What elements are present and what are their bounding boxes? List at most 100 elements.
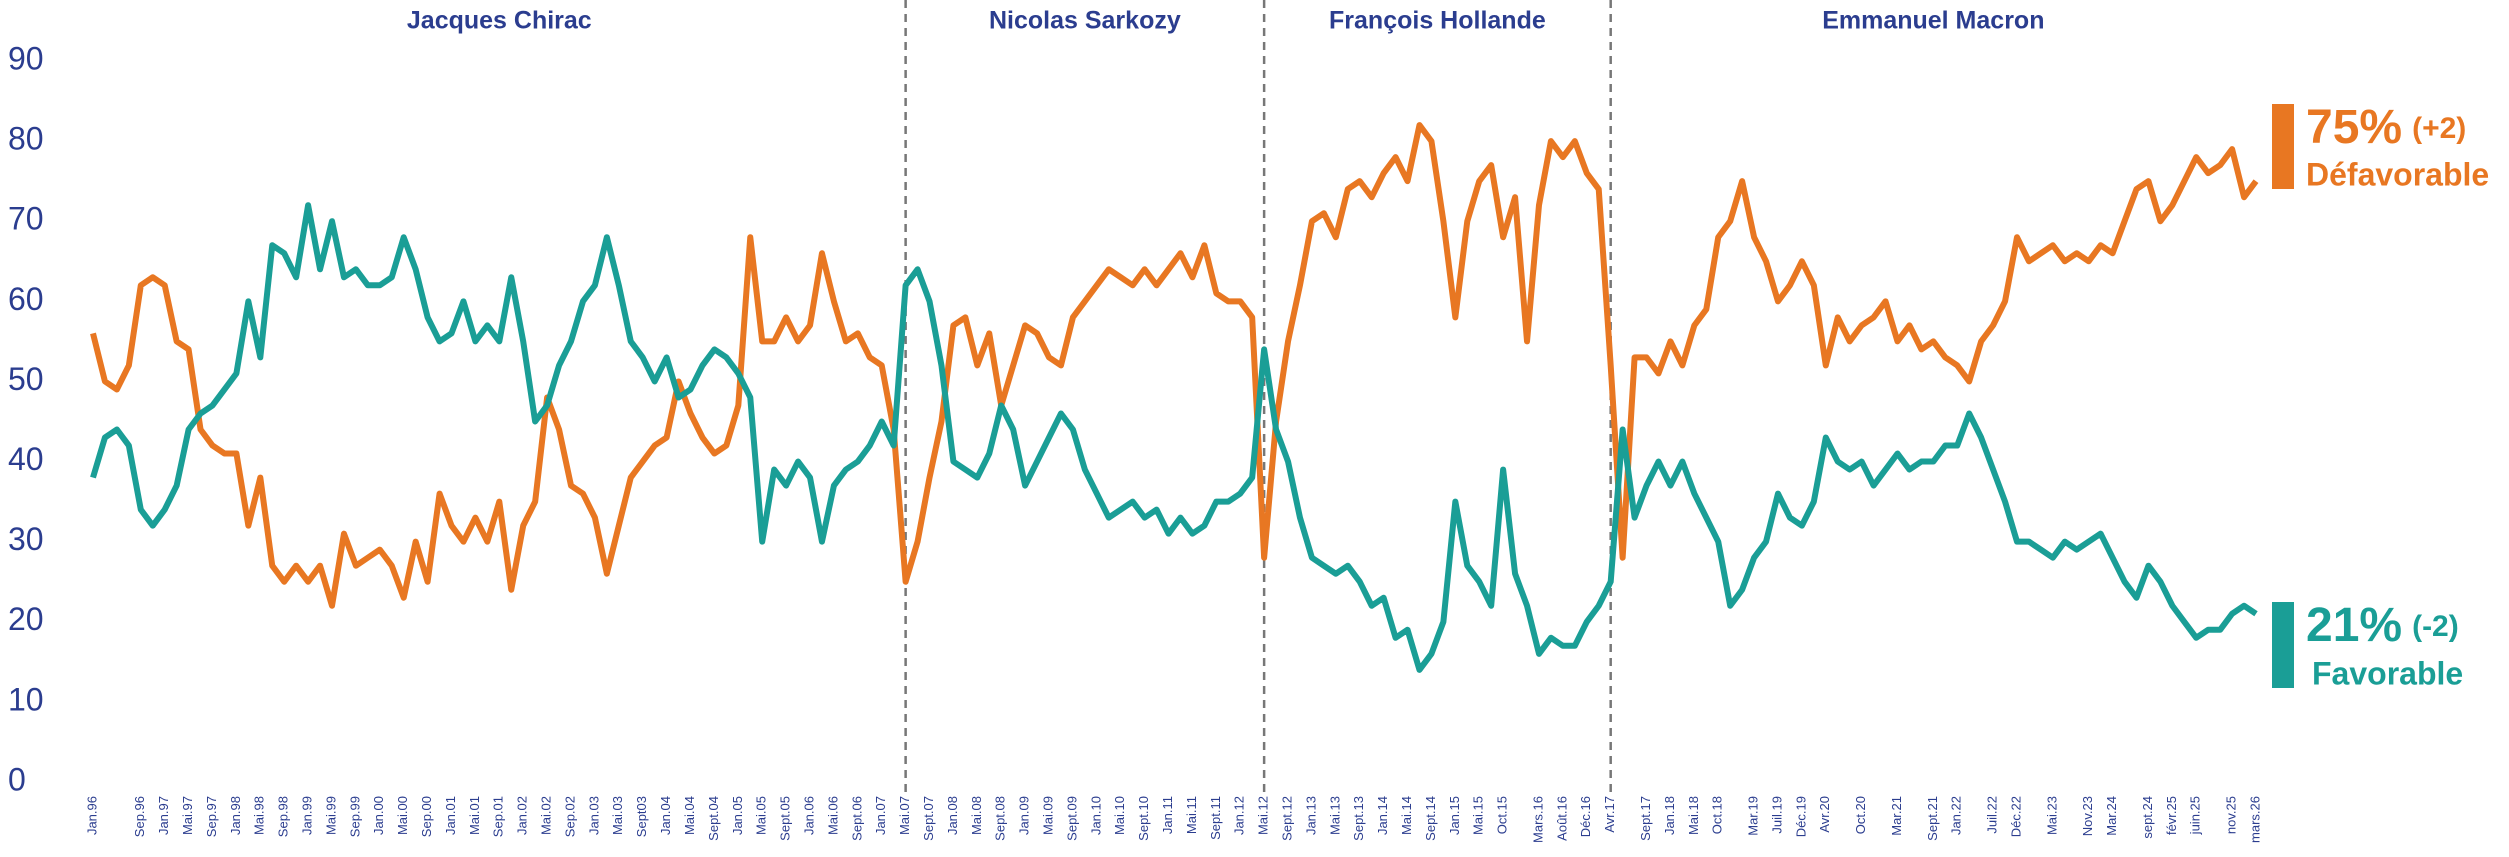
x-tick-label: Jan.99 [300,796,315,835]
x-tick: Jan.98 [228,796,243,835]
x-tick-label: Jan.96 [84,796,99,835]
x-tick-label: Mai.02 [539,796,554,835]
x-tick: Mars.16 [1530,796,1545,843]
x-tick: Jan.18 [1662,796,1677,835]
x-tick: Mai.98 [252,796,267,835]
x-tick: Sept03 [634,796,649,837]
x-tick: Mai.13 [1327,796,1342,835]
x-tick-label: févr.25 [2164,796,2179,835]
x-tick: Jan.10 [1088,796,1103,835]
x-tick-label: Jan.05 [730,796,745,835]
x-tick-label: Mar.21 [1889,796,1904,836]
x-tick-label: Sept.04 [706,796,721,841]
legend-bar [2272,602,2294,688]
x-tick-label: Mai.98 [252,796,267,835]
x-tick: juin.25 [2188,796,2203,835]
x-tick-label: Sept.08 [993,796,1008,841]
y-tick-label: 50 [8,361,44,397]
x-tick-label: Jan.98 [228,796,243,835]
x-tick-label: Jan.18 [1662,796,1677,835]
x-tick: Jan.97 [156,796,171,835]
x-tick-label: Nov.23 [2080,796,2095,836]
period-label: François Hollande [1329,7,1546,35]
x-tick-label: Sept.13 [1351,796,1366,841]
x-tick-label: Sept.12 [1279,796,1294,841]
x-tick-label: Déc.19 [1793,796,1808,837]
x-tick: Mai.04 [682,796,697,835]
x-tick-label: Mai.06 [825,796,840,835]
period-label: Jacques Chirac [407,7,592,35]
x-tick-label: Sept.17 [1638,796,1653,841]
y-tick-label: 60 [8,281,44,317]
x-tick-label: Sep.00 [419,796,434,837]
x-tick-label: Jan.13 [1303,796,1318,835]
x-tick: Jan.13 [1303,796,1318,835]
end-value: 75% (+2) [2306,101,2466,154]
x-tick: sept.24 [2140,796,2155,839]
legend-bar [2272,104,2294,189]
x-tick: Mai.11 [1184,796,1199,834]
change-label: (+2) [2412,112,2466,145]
x-tick: Sep.98 [276,796,291,837]
x-tick-label: Mai.14 [1399,796,1414,835]
end-value-label: 21% [2306,599,2402,652]
x-tick-label: Mai.08 [969,796,984,835]
x-tick: Sept.21 [1925,796,1940,841]
x-tick: Jan.01 [443,796,458,835]
x-tick: Mai.15 [1471,796,1486,835]
end-value-label: 75% [2306,101,2402,154]
x-tick-label: Jan.11 [1160,796,1175,834]
x-tick: Déc.19 [1793,796,1808,837]
x-tick: Sep.99 [347,796,362,837]
x-tick-label: Oct.18 [1710,796,1725,834]
x-tick-label: Sept.21 [1925,796,1940,841]
x-tick-label: Mai.01 [467,796,482,835]
x-tick-label: Jan.10 [1088,796,1103,835]
x-tick: Mai.00 [395,796,410,835]
x-tick: Sept.14 [1423,796,1438,841]
x-tick-label: Mai.23 [2044,796,2059,835]
x-tick-label: Mai.18 [1686,796,1701,835]
x-tick: Sep.01 [491,796,506,837]
x-tick-label: Mai.97 [180,796,195,835]
x-tick-label: Sept.11 [1208,796,1223,840]
x-tick: Jan.00 [371,796,386,835]
x-tick: Mai.03 [610,796,625,835]
x-tick: Sept.13 [1351,796,1366,841]
x-tick-label: Sep.99 [347,796,362,837]
x-tick: févr.25 [2164,796,2179,835]
x-tick: Jan.03 [586,796,601,835]
x-tick: Jan.11 [1160,796,1175,834]
x-tick-label: Oct.20 [1853,796,1868,834]
x-tick-label: Sept.07 [921,796,936,841]
x-tick: Mai.06 [825,796,840,835]
x-tick: Sept.04 [706,796,721,841]
x-tick: Oct.20 [1853,796,1868,834]
x-tick: Avr.17 [1602,796,1617,833]
y-tick-label: 0 [8,761,26,797]
x-tick-label: Jan.00 [371,796,386,835]
x-tick-label: Jan.07 [873,796,888,835]
x-tick: Mai.07 [897,796,912,835]
x-tick-label: Mai.05 [754,796,769,835]
x-tick: Mai.10 [1112,796,1127,835]
x-tick-label: Sept.09 [1064,796,1079,841]
x-tick-label: Mai.15 [1471,796,1486,835]
x-tick: Jan.14 [1375,796,1390,835]
x-tick-label: Avr.20 [1817,796,1832,833]
x-tick: Sept.11 [1208,796,1223,840]
x-tick: Sept.12 [1279,796,1294,841]
x-tick-label: Jan.15 [1447,796,1462,835]
x-tick-label: Jan.22 [1949,796,1964,835]
x-tick-label: Jan.08 [945,796,960,835]
y-tick-label: 20 [8,601,44,637]
x-tick-label: Mar.19 [1746,796,1761,836]
x-tick-label: Jan.97 [156,796,171,835]
x-tick-label: Jan.14 [1375,796,1390,835]
x-tick-label: Sep.98 [276,796,291,837]
y-tick-label: 10 [8,681,44,717]
x-tick-label: Août.16 [1554,796,1569,841]
x-tick-label: Déc.22 [2008,796,2023,837]
x-tick: Mai.02 [539,796,554,835]
